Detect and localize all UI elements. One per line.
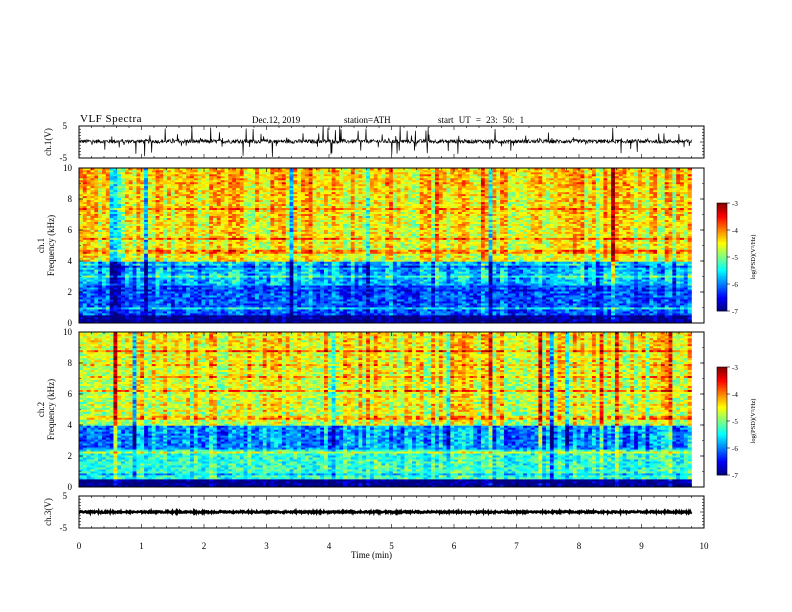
station-label: station=ATH <box>344 115 391 125</box>
ch2-spectrogram-colorbar-tick-3: -3 <box>732 364 738 372</box>
xtick-2: 2 <box>202 541 207 551</box>
xtick-8: 8 <box>577 541 582 551</box>
ch2-spectrogram-cells <box>79 332 692 488</box>
ch1-waveform-ytick-top: 5 <box>63 121 68 131</box>
ch1-spectrogram-colorbar-label: log(PSD)(V²/Hz) <box>750 235 757 280</box>
xtick-5: 5 <box>389 541 394 551</box>
ch2-spectrogram-ytick-0: 0 <box>68 482 73 492</box>
ch2-spectrogram-colorbar-tick-6: -6 <box>732 445 738 453</box>
ch2-colorbar: -3 -4 -5 -6 -7 log(PSD)(V²/Hz) <box>716 364 757 480</box>
ch2-spectrogram-ytick-8: 8 <box>68 358 73 368</box>
time-axis: 0 1 2 3 4 5 6 7 8 9 10 Time (min) <box>77 541 709 560</box>
ch1-waveform-ylabel: ch.1(V) <box>43 128 53 156</box>
xtick-6: 6 <box>452 541 457 551</box>
ch2-spectrogram-ytick-10: 10 <box>63 327 73 337</box>
ch1-spectrogram-colorbar-tick-3: -3 <box>732 200 738 208</box>
xtick-4: 4 <box>327 541 332 551</box>
ch2-spectrogram-ytick-2: 2 <box>68 451 73 461</box>
xtick-7: 7 <box>514 541 519 551</box>
ch1-spectrogram-colorbar-tick-5: -5 <box>732 254 738 262</box>
xaxis-label: Time (min) <box>351 550 392 560</box>
ch2-spectrogram-ytick-4: 4 <box>68 420 73 430</box>
ch2-spectrogram-colorbar-tick-4: -4 <box>732 391 738 399</box>
ch1-spectrogram-colorbar-tick-7: -7 <box>732 308 738 316</box>
ch2-spectrogram-ytick-6: 6 <box>68 389 73 399</box>
ch2-spectrogram-colorbar-tick-7: -7 <box>732 472 738 480</box>
ch2-spectrogram-ylabel-channel: ch.2 <box>36 402 46 417</box>
xtick-9: 9 <box>639 541 644 551</box>
xtick-1: 1 <box>139 541 144 551</box>
ch1-spectrogram-panel: 0 2 4 6 8 10 ch.1 Frequency (kHz) <box>36 163 705 328</box>
ch3-waveform-ytick-top: 5 <box>63 491 68 501</box>
ch1-spectrogram-ytick-4: 4 <box>68 256 73 266</box>
ch1-spectrogram-ytick-10: 10 <box>63 163 73 173</box>
xtick-0: 0 <box>77 541 82 551</box>
ch3-waveform-panel: 5 -5 ch.3(V) <box>43 491 705 533</box>
xtick-10: 10 <box>700 541 710 551</box>
ch3-waveform-ylabel: ch.3(V) <box>43 498 53 526</box>
ch2-spectrogram-ylabel-frequency: Frequency (kHz) <box>46 379 56 440</box>
chart-title: VLF Spectra <box>80 113 142 125</box>
ch3-waveform-trace <box>78 507 693 517</box>
ch1-spectrogram-ylabel-frequency: Frequency (kHz) <box>46 215 56 276</box>
ch1-spectrogram-colorbar-tick-6: -6 <box>732 281 738 289</box>
ch1-spectrogram-cells <box>79 168 692 324</box>
ch1-colorbar: -3 -4 -5 -6 -7 log(PSD)(V²/Hz) <box>716 200 757 316</box>
start-time-label: start UT = 23: 50: 1 <box>438 115 524 125</box>
xtick-3: 3 <box>264 541 269 551</box>
ch2-spectrogram-colorbar-label: log(PSD)(V²/Hz) <box>750 399 757 444</box>
ch3-waveform-ytick-bottom: -5 <box>60 523 68 533</box>
ch1-spectrogram-ytick-2: 2 <box>68 287 73 297</box>
ch2-spectrogram-panel: 0 2 4 6 8 10 ch.2 Frequency (kHz) <box>36 327 705 492</box>
ch1-waveform-trace <box>78 125 692 157</box>
ch1-spectrogram-ytick-8: 8 <box>68 194 73 204</box>
date-label: Dec.12, 2019 <box>252 115 300 125</box>
ch1-spectrogram-ytick-0: 0 <box>68 318 73 328</box>
ch1-spectrogram-colorbar-tick-4: -4 <box>732 227 738 235</box>
ch1-waveform-panel: 5 -5 ch.1(V) <box>43 121 705 163</box>
ch1-spectrogram-ytick-6: 6 <box>68 225 73 235</box>
ch2-spectrogram-colorbar-tick-5: -5 <box>732 418 738 426</box>
ch1-spectrogram-ylabel-channel: ch.1 <box>36 238 46 253</box>
ch1-waveform-ytick-bottom: -5 <box>60 153 68 163</box>
